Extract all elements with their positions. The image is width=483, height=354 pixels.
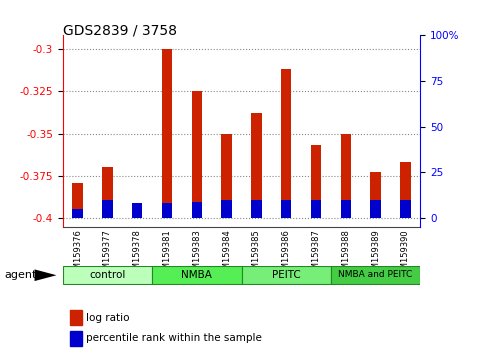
FancyBboxPatch shape — [63, 267, 152, 284]
Bar — [281, 69, 291, 218]
Bar — [70, 310, 83, 325]
Bar — [400, 162, 411, 218]
Text: percentile rank within the sample: percentile rank within the sample — [86, 333, 262, 343]
Bar — [162, 49, 172, 218]
Bar — [251, 113, 262, 218]
Bar — [311, 200, 321, 218]
Bar — [341, 200, 351, 218]
Bar — [192, 91, 202, 218]
Text: NMBA and PEITC: NMBA and PEITC — [339, 270, 412, 279]
Bar — [132, 204, 142, 218]
Bar — [102, 200, 113, 218]
Bar — [341, 133, 351, 218]
Polygon shape — [35, 269, 57, 281]
Bar — [192, 202, 202, 218]
FancyBboxPatch shape — [152, 267, 242, 284]
Bar — [251, 200, 262, 218]
Bar — [132, 208, 142, 218]
Bar — [162, 204, 172, 218]
Bar — [370, 172, 381, 218]
FancyBboxPatch shape — [331, 267, 420, 284]
Text: GDS2839 / 3758: GDS2839 / 3758 — [63, 23, 177, 37]
Text: control: control — [89, 270, 126, 280]
Bar — [400, 200, 411, 218]
Bar — [311, 145, 321, 218]
Bar — [221, 200, 232, 218]
Bar — [70, 331, 83, 346]
FancyBboxPatch shape — [242, 267, 331, 284]
Bar — [72, 183, 83, 218]
Bar — [72, 209, 83, 218]
Text: NMBA: NMBA — [182, 270, 212, 280]
Text: PEITC: PEITC — [272, 270, 300, 280]
Bar — [281, 200, 291, 218]
Text: agent: agent — [5, 270, 37, 280]
Text: log ratio: log ratio — [86, 313, 129, 323]
Bar — [370, 200, 381, 218]
Bar — [102, 167, 113, 218]
Bar — [221, 133, 232, 218]
